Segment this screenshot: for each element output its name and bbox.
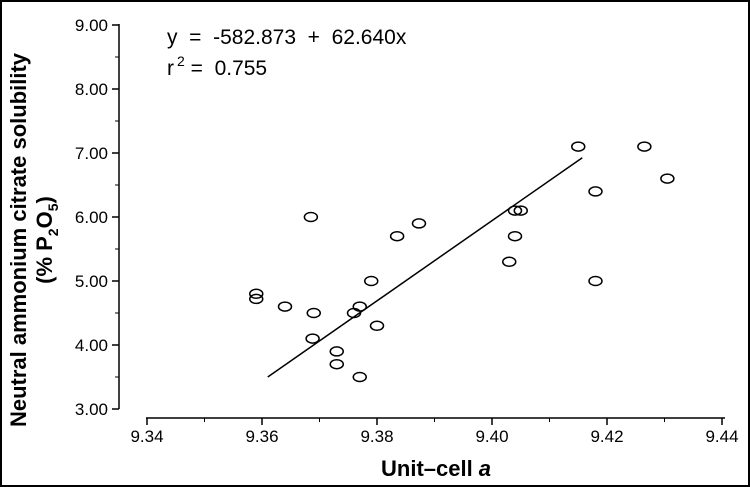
regression-equation: y = -582.873 + 62.640x: [167, 26, 407, 49]
data-point: [303, 211, 319, 223]
y-tick-label: 3.00: [75, 400, 108, 419]
data-point: [249, 293, 264, 305]
y-axis-title-mid: O: [32, 211, 57, 228]
data-point: [249, 288, 264, 300]
data-point: [588, 186, 603, 197]
data-point: [329, 358, 344, 370]
x-axis-title-text: Unit–cell: [381, 456, 473, 481]
r-squared-symbol: r: [167, 57, 174, 80]
data-point: [637, 141, 652, 152]
y-axis-title-line2-start: (% P: [32, 236, 57, 284]
y-axis-title-sub2: 5: [45, 203, 61, 211]
y-tick-label: 4.00: [75, 336, 108, 355]
data-point: [305, 333, 320, 344]
regression-line: [267, 157, 583, 378]
data-point: [660, 173, 675, 184]
x-tick-label: 9.38: [360, 427, 393, 446]
data-point: [329, 346, 344, 357]
r-squared-superscript: 2: [177, 53, 185, 69]
data-point: [277, 301, 293, 312]
x-axis-title-variable: a: [479, 456, 491, 481]
data-points: [249, 141, 675, 383]
data-point: [513, 205, 528, 216]
y-axis-title-end: ): [32, 196, 57, 203]
data-point: [588, 275, 603, 287]
data-point: [411, 218, 427, 229]
data-point: [502, 256, 517, 268]
data-point: [389, 230, 405, 242]
y-tick-label: 8.00: [75, 80, 108, 99]
x-tick-label: 9.36: [245, 427, 278, 446]
y-tick-label: 6.00: [75, 208, 108, 227]
y-axis-title-line2: (% P2O5): [32, 196, 61, 284]
y-ticks: 3.00 4.00 5.00 6.00 7.00 8.00 9.00: [75, 16, 119, 419]
x-tick-label: 9.40: [475, 427, 508, 446]
data-point: [507, 230, 523, 242]
x-axis-title: Unit–cell a: [381, 456, 491, 481]
x-tick-label: 9.44: [705, 427, 738, 446]
data-point: [352, 371, 367, 383]
y-tick-label: 7.00: [75, 144, 108, 163]
data-point: [369, 320, 385, 332]
x-ticks: 9.34 9.36 9.38 9.40 9.42 9.44: [130, 418, 739, 446]
data-point: [507, 205, 523, 216]
y-axis-title-line1: Neutral ammonium citrate solubility: [6, 52, 31, 427]
y-tick-label: 5.00: [75, 272, 108, 291]
y-tick-label: 9.00: [75, 16, 108, 35]
data-point: [364, 275, 379, 287]
x-tick-label: 9.42: [590, 427, 623, 446]
y-axis-title: Neutral ammonium citrate solubility (% P…: [6, 52, 61, 427]
data-point: [306, 307, 321, 319]
y-axis-title-sub1: 2: [45, 228, 61, 236]
data-point: [571, 141, 586, 152]
r-squared-value: = 0.755: [185, 57, 267, 80]
data-point: [352, 301, 367, 312]
x-tick-label: 9.34: [130, 427, 163, 446]
